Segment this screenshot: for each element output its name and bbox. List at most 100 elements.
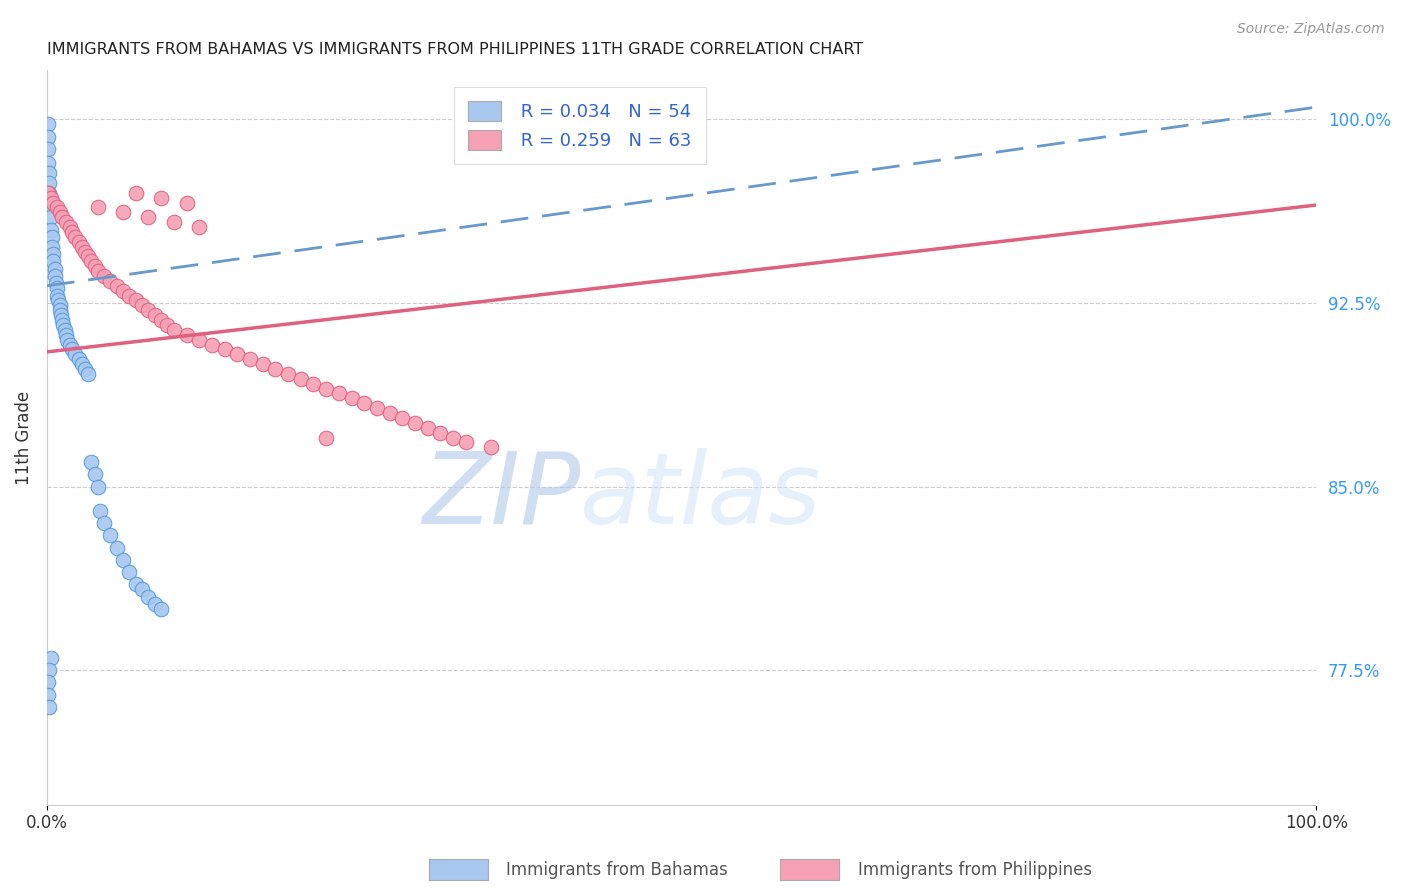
Point	[37, 142, 59, 156]
Point	[125, 577, 148, 591]
Point	[89, 504, 111, 518]
Point	[378, 406, 401, 420]
Point	[131, 298, 153, 312]
Text: Source: ZipAtlas.com: Source: ZipAtlas.com	[1237, 22, 1385, 37]
Point	[84, 467, 107, 482]
Point	[51, 211, 73, 225]
Point	[44, 268, 66, 283]
Point	[46, 288, 69, 302]
Point	[454, 435, 477, 450]
Point	[60, 343, 83, 357]
Point	[138, 211, 160, 225]
Point	[150, 191, 173, 205]
Point	[340, 392, 363, 406]
Point	[37, 156, 59, 170]
Point	[86, 264, 108, 278]
Point	[46, 201, 69, 215]
Point	[86, 201, 108, 215]
Point	[59, 220, 82, 235]
Point	[45, 277, 67, 291]
Point	[39, 650, 62, 665]
Text: atlas: atlas	[581, 448, 821, 545]
Point	[80, 455, 103, 469]
Point	[366, 401, 388, 416]
Point	[53, 323, 76, 337]
Point	[38, 663, 60, 677]
Point	[163, 323, 186, 337]
Legend:  R = 0.034   N = 54,  R = 0.259   N = 63: R = 0.034 N = 54, R = 0.259 N = 63	[454, 87, 706, 164]
Point	[48, 205, 70, 219]
Point	[150, 602, 173, 616]
Point	[37, 675, 59, 690]
Point	[38, 176, 60, 190]
Point	[46, 293, 69, 308]
Point	[37, 117, 59, 131]
Point	[55, 215, 77, 229]
Point	[112, 284, 135, 298]
Point	[63, 347, 86, 361]
Point	[353, 396, 375, 410]
Point	[416, 421, 439, 435]
Point	[37, 129, 59, 144]
Point	[39, 222, 62, 236]
Text: ZIP: ZIP	[422, 448, 581, 545]
Point	[214, 343, 236, 357]
Point	[42, 195, 65, 210]
Point	[84, 259, 107, 273]
Point	[76, 249, 98, 263]
Point	[201, 337, 224, 351]
Point	[112, 553, 135, 567]
Point	[76, 367, 98, 381]
Point	[41, 230, 63, 244]
Text: Immigrants from Bahamas: Immigrants from Bahamas	[506, 861, 728, 879]
Point	[37, 186, 59, 200]
Point	[39, 211, 62, 225]
Point	[105, 278, 128, 293]
Point	[441, 431, 464, 445]
Point	[105, 541, 128, 555]
Point	[125, 186, 148, 200]
Point	[56, 333, 79, 347]
Point	[41, 240, 63, 254]
Point	[86, 479, 108, 493]
Point	[72, 357, 94, 371]
Point	[44, 261, 66, 276]
Point	[39, 198, 62, 212]
Point	[98, 528, 121, 542]
Point	[226, 347, 249, 361]
Point	[404, 416, 426, 430]
Point	[118, 288, 141, 302]
Y-axis label: 11th Grade: 11th Grade	[15, 391, 32, 484]
Point	[67, 352, 90, 367]
Point	[264, 362, 287, 376]
Point	[73, 244, 96, 259]
Point	[48, 303, 70, 318]
Point	[188, 220, 211, 235]
Point	[125, 293, 148, 308]
Point	[37, 688, 59, 702]
Point	[138, 590, 160, 604]
Point	[131, 582, 153, 597]
Point	[163, 215, 186, 229]
Point	[252, 357, 274, 371]
Point	[315, 382, 337, 396]
Point	[93, 516, 115, 531]
Point	[38, 166, 60, 180]
Point	[48, 298, 70, 312]
Point	[479, 441, 502, 455]
Point	[188, 333, 211, 347]
Point	[176, 195, 198, 210]
Text: IMMIGRANTS FROM BAHAMAS VS IMMIGRANTS FROM PHILIPPINES 11TH GRADE CORRELATION CH: IMMIGRANTS FROM BAHAMAS VS IMMIGRANTS FR…	[46, 42, 863, 57]
Point	[239, 352, 262, 367]
Point	[112, 205, 135, 219]
Point	[52, 318, 75, 332]
Point	[73, 362, 96, 376]
Point	[51, 313, 73, 327]
Point	[156, 318, 179, 332]
Point	[38, 186, 60, 200]
Point	[150, 313, 173, 327]
Point	[60, 225, 83, 239]
Point	[42, 254, 65, 268]
Point	[118, 565, 141, 579]
Point	[72, 240, 94, 254]
